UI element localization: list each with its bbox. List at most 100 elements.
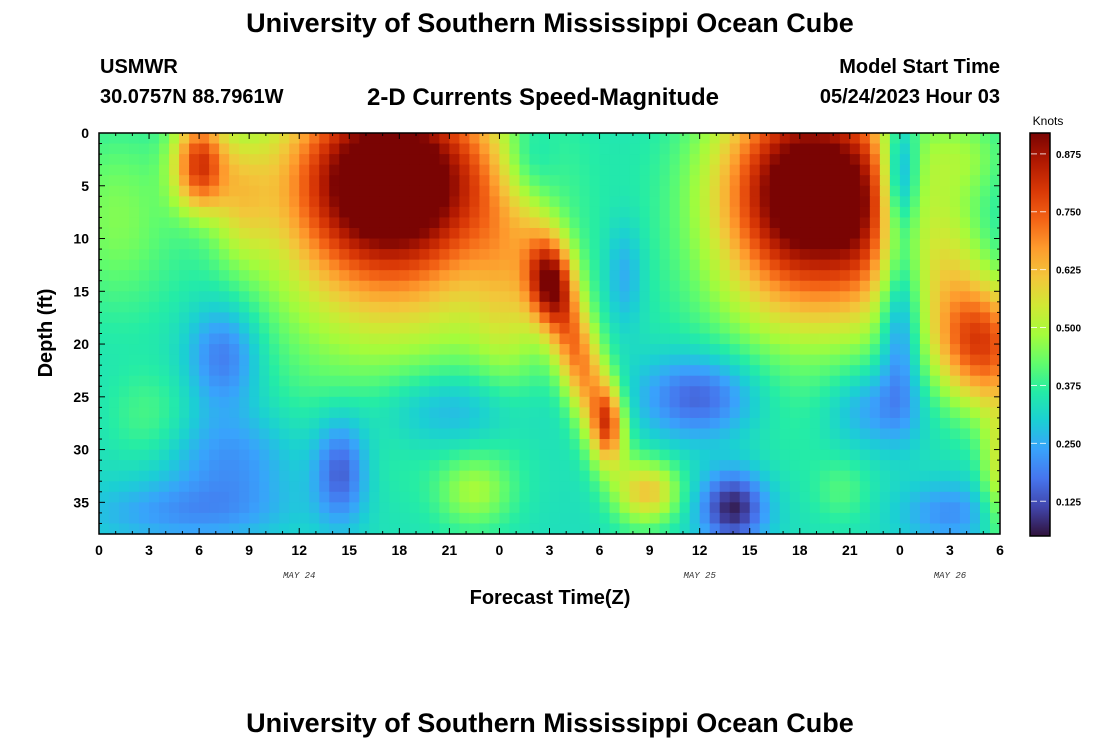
- heatmap-cell: [449, 491, 460, 503]
- heatmap-cell: [239, 396, 250, 408]
- heatmap-cell: [499, 206, 511, 219]
- heatmap-cell: [299, 512, 310, 525]
- heatmap-cell: [229, 238, 240, 250]
- heatmap-cell: [279, 280, 290, 292]
- heatmap-cell: [829, 143, 841, 155]
- heatmap-cell: [529, 354, 541, 366]
- heatmap-cell: [509, 386, 521, 398]
- heatmap-cell: [659, 249, 671, 261]
- heatmap-cell: [379, 143, 390, 155]
- heatmap-cell: [629, 428, 641, 440]
- heatmap-cell: [179, 322, 190, 335]
- heatmap-cell: [989, 449, 1000, 461]
- heatmap-cell: [629, 523, 641, 534]
- heatmap-cell: [629, 396, 641, 408]
- heatmap-cell: [449, 439, 460, 451]
- heatmap-cell: [459, 291, 471, 303]
- heatmap-cell: [399, 227, 410, 240]
- heatmap-cell: [239, 227, 250, 240]
- heatmap-cell: [439, 185, 450, 197]
- heatmap-cell: [959, 164, 971, 176]
- heatmap-cell: [109, 291, 120, 303]
- heatmap-cell: [909, 502, 921, 514]
- heatmap-cell: [399, 196, 410, 208]
- heatmap-cell: [619, 301, 631, 313]
- heatmap-cell: [529, 396, 541, 408]
- heatmap-cell: [499, 238, 511, 250]
- heatmap-cell: [849, 460, 861, 472]
- heatmap-cell: [439, 333, 450, 345]
- heatmap-cell: [929, 291, 941, 303]
- heatmap-cell: [569, 291, 581, 303]
- heatmap-cell: [569, 206, 581, 219]
- heatmap-cell: [319, 133, 330, 145]
- heatmap-cell: [329, 249, 340, 261]
- heatmap-cell: [859, 312, 871, 324]
- heatmap-cell: [639, 407, 651, 419]
- heatmap-cell: [209, 185, 220, 197]
- heatmap-cell: [839, 375, 851, 387]
- heatmap-cell: [749, 227, 761, 240]
- heatmap-cell: [859, 217, 871, 229]
- heatmap-cell: [179, 354, 190, 366]
- heatmap-cell: [579, 206, 591, 219]
- heatmap-cell: [439, 523, 450, 534]
- heatmap-cell: [709, 238, 721, 250]
- heatmap-cell: [109, 460, 120, 472]
- heatmap-cell: [669, 196, 681, 208]
- heatmap-cell: [509, 280, 521, 292]
- heatmap-cell: [859, 154, 871, 166]
- heatmap-cell: [849, 185, 861, 197]
- heatmap-cell: [559, 470, 571, 482]
- heatmap-cell: [359, 502, 370, 514]
- heatmap-cell: [99, 439, 110, 451]
- heatmap-cell: [499, 470, 511, 482]
- heatmap-cell: [429, 523, 440, 534]
- heatmap-cell: [289, 407, 300, 419]
- heatmap-cell: [939, 270, 951, 282]
- heatmap-cell: [489, 428, 501, 440]
- heatmap-cell: [329, 238, 340, 250]
- heatmap-cell: [979, 133, 991, 145]
- heatmap-cell: [679, 227, 691, 240]
- heatmap-cell: [579, 491, 591, 503]
- heatmap-cell: [419, 227, 430, 240]
- heatmap-cell: [149, 227, 160, 240]
- heatmap-cell: [219, 175, 230, 187]
- heatmap-cell: [469, 206, 481, 219]
- heatmap-cell: [889, 249, 901, 261]
- heatmap-cell: [469, 407, 481, 419]
- heatmap-cell: [289, 291, 300, 303]
- heatmap-cell: [629, 196, 641, 208]
- heatmap-cell: [349, 301, 360, 313]
- heatmap-cell: [729, 491, 741, 503]
- heatmap-cell: [259, 512, 270, 525]
- heatmap-cell: [779, 449, 791, 461]
- heatmap-cell: [679, 365, 691, 377]
- heatmap-cell: [799, 175, 811, 187]
- heatmap-cell: [149, 375, 160, 387]
- heatmap-cell: [669, 460, 681, 472]
- heatmap-cell: [939, 491, 951, 503]
- heatmap-cell: [189, 175, 200, 187]
- heatmap-cell: [279, 396, 290, 408]
- heatmap-cell: [689, 154, 701, 166]
- heatmap-cell: [189, 396, 200, 408]
- heatmap-cell: [429, 344, 440, 356]
- heatmap-cell: [689, 280, 701, 292]
- heatmap-cell: [599, 365, 611, 377]
- heatmap-cell: [709, 270, 721, 282]
- heatmap-cell: [419, 143, 430, 155]
- heatmap-cell: [179, 312, 190, 324]
- heatmap-cell: [749, 154, 761, 166]
- heatmap-cell: [599, 175, 611, 187]
- heatmap-cell: [889, 301, 901, 313]
- heatmap-cell: [889, 322, 901, 335]
- heatmap-cell: [629, 133, 641, 145]
- heatmap-cell: [759, 333, 771, 345]
- heatmap-cell: [799, 280, 811, 292]
- heatmap-cell: [179, 217, 190, 229]
- heatmap-cell: [439, 481, 450, 493]
- heatmap-cell: [419, 280, 430, 292]
- heatmap-cell: [949, 375, 961, 387]
